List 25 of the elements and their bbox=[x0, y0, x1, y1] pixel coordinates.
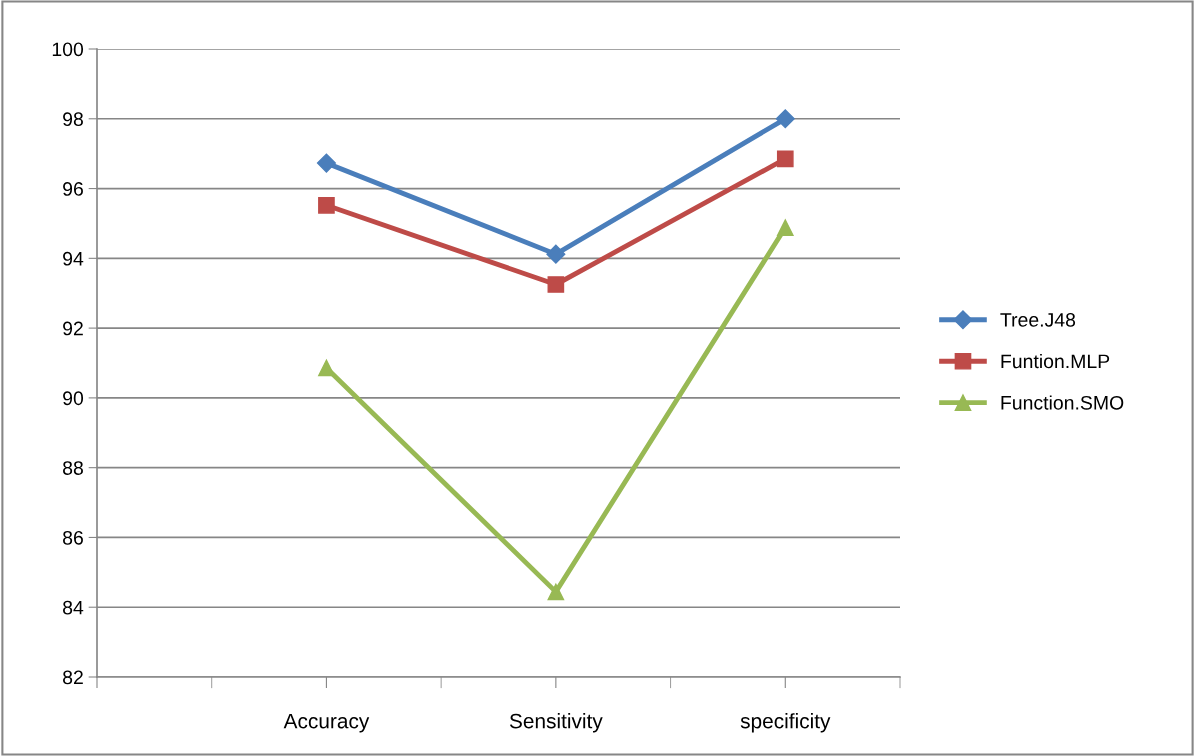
legend-label: Funtion.MLP bbox=[1001, 353, 1110, 369]
y-tick-label: 94 bbox=[63, 251, 84, 266]
x-tick-label: Accuracy bbox=[283, 713, 370, 733]
point bbox=[776, 150, 794, 168]
y-tick-label: 96 bbox=[63, 182, 83, 196]
y-tick-label: 92 bbox=[63, 321, 83, 336]
y-tick-label: 88 bbox=[63, 461, 83, 475]
point bbox=[547, 276, 565, 293]
y-tick-label: 84 bbox=[63, 600, 84, 615]
point bbox=[547, 583, 565, 601]
y-tick-label: 86 bbox=[63, 530, 83, 545]
point bbox=[318, 196, 335, 214]
y-tick-label: 100 bbox=[52, 42, 84, 57]
y-tick-label: 82 bbox=[63, 670, 83, 685]
x-tick-label: specificity bbox=[740, 713, 831, 733]
legend-label: Function.SMO bbox=[1001, 395, 1124, 410]
legend-label: Tree.J48 bbox=[1000, 312, 1076, 327]
x-tick-label: Sensitivity bbox=[509, 713, 603, 733]
point bbox=[546, 244, 566, 264]
point bbox=[775, 109, 795, 129]
y-tick-label: 90 bbox=[63, 391, 84, 406]
point bbox=[318, 359, 335, 377]
y-tick-label: 98 bbox=[63, 112, 83, 127]
point bbox=[776, 219, 794, 236]
point bbox=[316, 153, 336, 173]
